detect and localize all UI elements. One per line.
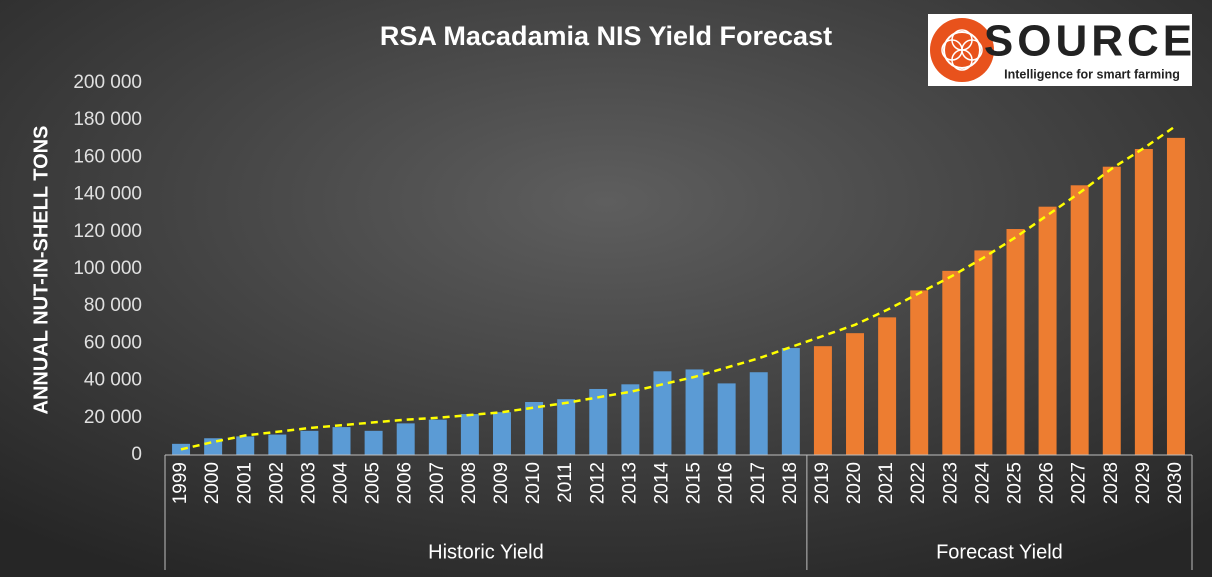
bar [460,414,479,455]
x-tick-label: 2000 [202,462,223,504]
bar [1038,206,1057,455]
bar [621,384,640,455]
x-tick-label: 2020 [844,462,865,504]
y-tick-label: 0 [131,444,142,465]
x-tick-label: 2024 [972,462,993,505]
bar [749,372,768,455]
x-tick-label: 1999 [170,462,191,504]
bar [332,427,351,455]
bar [525,401,544,455]
x-tick-label: 2002 [266,462,287,504]
y-tick-label: 160 000 [73,146,142,167]
bar [557,399,576,455]
bar [300,430,319,455]
y-axis-title: ANNUAL NUT-IN-SHELL TONS [30,126,52,415]
x-tick-label: 2025 [1005,462,1026,504]
y-tick-label: 40 000 [84,370,142,391]
x-tick-label: 2030 [1165,462,1186,504]
x-tick-label: 2015 [684,462,705,504]
bar [396,423,415,455]
x-tick-label: 2008 [459,462,480,504]
bar [1134,149,1153,455]
x-tick-label: 2019 [812,462,833,504]
x-tick-label: 2005 [363,462,384,504]
y-tick-label: 60 000 [84,332,142,353]
x-tick-label: 2013 [619,462,640,504]
x-tick-label: 2011 [555,462,576,503]
logo-tagline: Intelligence for smart farming [1004,67,1180,81]
bar [589,388,608,455]
x-tick-label: 2009 [491,462,512,504]
x-tick-label: 2006 [395,462,416,504]
x-tick-label: 2023 [940,462,961,504]
x-tick-label: 2001 [234,462,255,504]
bar [1166,137,1185,455]
trendline [180,124,1177,451]
x-tick-label: 2017 [748,462,769,504]
x-tick-label: 2028 [1101,462,1122,504]
x-tick-label: 2027 [1069,462,1090,504]
x-tick-label: 2012 [587,462,608,504]
y-tick-label: 120 000 [73,221,142,242]
y-tick-label: 100 000 [73,258,142,279]
bar [492,412,511,455]
x-tick-label: 2014 [651,462,672,505]
bar [364,430,383,455]
bar [910,290,929,455]
logo-icon-petal [961,39,983,61]
bar [846,333,865,455]
x-tick-label: 2018 [780,462,801,504]
x-tick-label: 2007 [427,462,448,504]
bar [653,371,672,455]
x-tick-label: 2026 [1037,462,1058,504]
x-tick-label: 2016 [716,462,737,504]
group-label: Forecast Yield [936,541,1063,563]
x-tick-label: 2004 [331,462,352,505]
x-tick-label: 2029 [1133,462,1154,504]
bar [1102,166,1121,455]
bar [813,346,832,455]
y-tick-label: 20 000 [84,407,142,428]
logo-icon-ring [943,31,981,69]
chart-title: RSA Macadamia NIS Yield Forecast [380,21,832,51]
x-tick-label: 2010 [523,462,544,504]
bar [781,348,800,455]
bar [1070,185,1089,456]
y-tick-label: 200 000 [73,72,142,93]
bar [1006,229,1025,455]
bar [717,383,736,455]
x-tick-label: 2003 [298,462,319,504]
bar [428,419,447,455]
bar [974,250,993,455]
logo-brand: SOURCE [984,17,1196,66]
bar [236,436,255,455]
x-tick-label: 2022 [908,462,929,504]
y-tick-label: 180 000 [73,109,142,130]
bar [268,434,287,455]
y-tick-label: 80 000 [84,295,142,316]
bar [685,369,704,455]
group-label: Historic Yield [428,541,544,563]
x-tick-label: 2021 [876,462,897,504]
bar [942,270,961,455]
logo: SOURCE Intelligence for smart farming [928,14,1196,86]
y-tick-label: 140 000 [73,184,142,205]
bar [878,317,897,455]
